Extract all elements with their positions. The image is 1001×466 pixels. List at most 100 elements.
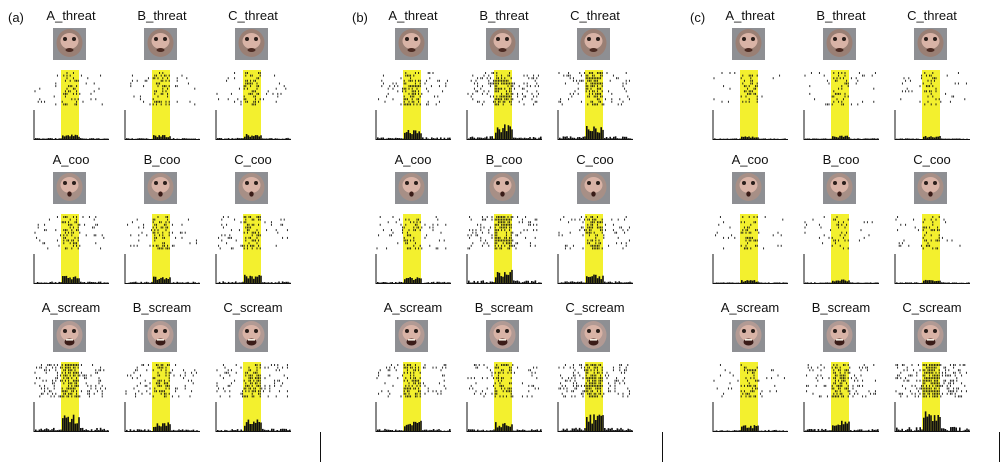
psth-bin	[921, 429, 923, 431]
psth-bin	[746, 137, 748, 139]
condition-label: A_threat	[375, 8, 451, 23]
psth-bin	[64, 276, 66, 283]
psth-bin	[67, 417, 69, 431]
psth-bin	[624, 431, 626, 432]
psth-bin	[287, 138, 289, 139]
psth-bin	[160, 137, 162, 139]
psth-bin	[244, 426, 246, 431]
condition-label: C_threat	[894, 8, 970, 23]
psth-bin	[427, 282, 429, 283]
psth-bin	[564, 430, 566, 431]
psth-bin	[442, 282, 444, 283]
panel-letter: (a)	[8, 10, 24, 25]
psth-bin	[257, 420, 259, 432]
monkey-face-image	[235, 28, 268, 60]
psth-bin	[714, 138, 716, 139]
face-skin	[740, 33, 758, 49]
psth-bin	[69, 278, 71, 284]
psth-bin	[719, 431, 721, 432]
psth-bin	[493, 282, 495, 283]
psth-bin	[901, 139, 903, 140]
psth-bin	[266, 430, 268, 431]
psth-bin	[943, 428, 945, 431]
psth-bin	[604, 282, 606, 283]
raster-psth-plot	[124, 362, 200, 432]
psth-bin	[60, 430, 62, 431]
psth-bin	[107, 430, 109, 431]
psth-bin	[194, 139, 196, 140]
psth-bin	[622, 137, 624, 139]
psth-bin	[773, 283, 775, 284]
monkey-face-image	[577, 320, 610, 352]
psth-bin	[184, 431, 186, 432]
psth	[35, 135, 109, 139]
psth-bin	[155, 136, 157, 139]
psth-bin	[128, 138, 130, 139]
psth-bin	[80, 428, 82, 431]
psth-bin	[631, 283, 633, 284]
psth-bin	[246, 422, 248, 431]
face-left-eye	[154, 37, 158, 41]
psth-bin	[91, 282, 93, 283]
psth-bin	[393, 138, 395, 139]
raster-psth-plot	[712, 214, 788, 284]
face-right-eye	[596, 329, 600, 333]
psth-bin	[62, 418, 64, 431]
psth-bin	[577, 430, 579, 432]
face-right-eye	[72, 37, 76, 41]
raster-psth-plot	[124, 214, 200, 284]
psth-bin	[586, 417, 588, 431]
psth-bin	[137, 429, 139, 431]
psth-bin	[266, 139, 268, 140]
psth-bin	[540, 429, 542, 431]
psth-bin	[764, 430, 766, 431]
face-right-eye	[933, 37, 937, 41]
psth-bin	[100, 428, 102, 431]
psth-bin	[194, 282, 196, 283]
psth-bin	[180, 430, 182, 431]
psth-bin	[932, 280, 934, 283]
face-left-eye	[587, 329, 591, 333]
psth-bin	[58, 430, 60, 431]
psth-bin	[873, 430, 875, 431]
psth-bin	[590, 277, 592, 283]
psth-bin	[518, 430, 520, 431]
psth-bin	[491, 430, 493, 431]
psth-bin	[595, 275, 597, 283]
psth-bin	[381, 283, 383, 284]
psth-bin	[577, 282, 579, 283]
psth-bin	[486, 282, 488, 283]
psth-bin	[535, 280, 537, 283]
face-skin	[403, 177, 421, 193]
psth-bin	[415, 279, 417, 283]
psth-bin	[723, 282, 725, 283]
face-mouth	[745, 48, 753, 52]
psth-bin	[734, 139, 736, 140]
face-left-eye	[154, 329, 158, 333]
psth-bin	[877, 429, 879, 431]
psth-bin	[126, 138, 128, 139]
psth-bin	[149, 431, 151, 432]
psth-bin	[499, 426, 501, 431]
psth-bin	[49, 282, 51, 283]
psth-bin	[144, 429, 146, 431]
face-right-eye	[414, 181, 418, 185]
psth-bin	[629, 138, 631, 139]
psth-bin	[397, 431, 399, 432]
psth-bin	[42, 430, 44, 431]
psth-bin	[449, 282, 451, 283]
raster-psth-plot	[33, 70, 109, 140]
raster-psth-plot	[803, 70, 879, 140]
face-mouth	[66, 48, 74, 52]
psth-bin	[267, 282, 269, 283]
psth-bin	[408, 130, 410, 139]
psth-bin	[242, 138, 244, 139]
psth-bin	[262, 138, 264, 139]
psth-bin	[602, 276, 604, 283]
psth-bin	[253, 279, 255, 283]
psth-bin	[137, 139, 139, 140]
psth-bin	[809, 429, 811, 431]
face-right-eye	[72, 329, 76, 333]
psth-bin	[609, 429, 611, 431]
psth-bin	[276, 139, 278, 140]
